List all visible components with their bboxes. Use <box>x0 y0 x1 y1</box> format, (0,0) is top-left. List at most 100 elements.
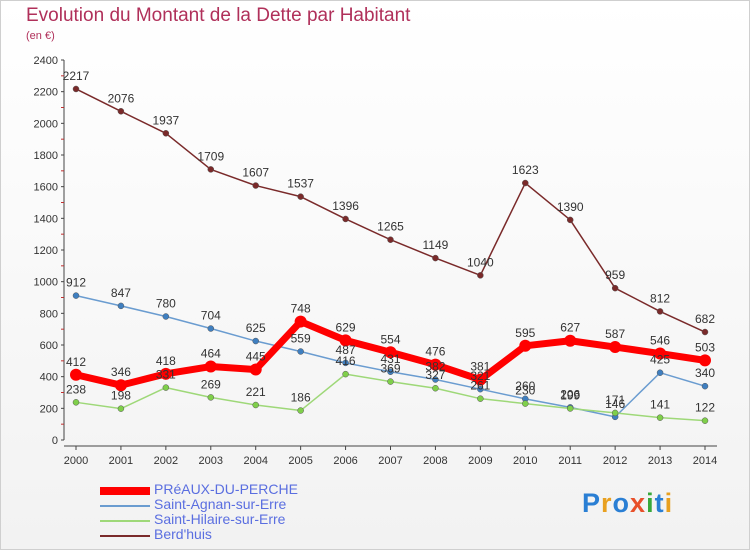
data-point <box>252 182 259 189</box>
data-label: 261 <box>470 379 490 393</box>
data-point <box>477 395 484 402</box>
data-label: 346 <box>111 365 131 379</box>
data-point <box>522 400 529 407</box>
data-point <box>611 409 619 417</box>
data-label: 382 <box>425 360 445 374</box>
data-label: 554 <box>380 332 400 346</box>
data-point <box>656 369 664 376</box>
data-label: 269 <box>201 377 221 391</box>
data-point <box>252 337 259 345</box>
line-chart: 0 200 400 600 800 1000 1200 1400 1600 1800 2000 220… <box>34 55 718 467</box>
data-point <box>162 384 170 391</box>
data-label: 418 <box>156 354 176 368</box>
y-tick-label: 1000 <box>34 277 58 289</box>
data-point <box>207 394 215 401</box>
data-label: 198 <box>111 389 131 403</box>
legend-label: Saint-Hilaire-sur-Erre <box>154 511 286 527</box>
data-label: 2076 <box>108 91 135 105</box>
data-label: 1040 <box>467 255 494 269</box>
data-label: 221 <box>246 385 266 399</box>
x-tick-label: 2004 <box>243 455 267 467</box>
data-point <box>474 373 487 386</box>
data-point <box>72 292 80 299</box>
y-tick-label: 1800 <box>34 150 58 162</box>
data-point <box>207 325 215 332</box>
chart-title: Evolution du Montant de la Dette par Hab… <box>26 5 411 26</box>
logo-letter: o <box>612 488 631 518</box>
data-label: 260 <box>515 379 535 393</box>
y-tick-label: 1200 <box>34 245 58 257</box>
data-label: 238 <box>66 382 86 396</box>
data-point <box>294 315 307 328</box>
legend-swatch <box>100 487 150 495</box>
legend-label: PRéAUX-DU-PERCHE <box>154 481 298 497</box>
data-label: 627 <box>560 321 580 335</box>
data-label: 327 <box>425 368 445 382</box>
data-point <box>432 376 439 383</box>
data-label: 959 <box>605 268 625 282</box>
data-point <box>342 359 349 367</box>
data-point <box>566 405 574 412</box>
x-tick-label: 2000 <box>64 455 88 467</box>
data-point <box>252 401 259 409</box>
x-tick-label: 2014 <box>693 455 717 467</box>
data-label: 122 <box>695 401 715 415</box>
proxiti-logo: Proxiti <box>582 488 673 519</box>
data-label: 186 <box>291 391 311 405</box>
logo-letter: t <box>654 488 665 518</box>
data-label: 629 <box>336 320 356 334</box>
data-point <box>72 399 80 406</box>
data-label: 704 <box>201 309 221 323</box>
x-tick-label: 2006 <box>333 455 357 467</box>
data-point <box>384 346 397 359</box>
data-label: 2217 <box>63 69 90 83</box>
data-point <box>654 347 667 360</box>
data-label: 445 <box>246 350 266 364</box>
x-tick-label: 2013 <box>648 455 672 467</box>
data-point <box>297 407 304 414</box>
data-point <box>701 417 709 424</box>
data-point <box>297 348 304 355</box>
data-point <box>207 166 215 173</box>
data-label: 487 <box>336 343 356 357</box>
data-label: 625 <box>246 321 266 335</box>
data-label: 503 <box>695 340 715 354</box>
data-label: 559 <box>291 331 311 345</box>
logo-letter: P <box>582 488 602 518</box>
logo-letter: i <box>664 488 674 518</box>
y-tick-label: 2000 <box>34 118 58 130</box>
data-label: 1537 <box>287 177 314 191</box>
legend-swatch <box>100 505 150 507</box>
data-label: 230 <box>515 384 535 398</box>
data-label: 587 <box>605 327 625 341</box>
data-label: 171 <box>605 393 625 407</box>
data-label: 1607 <box>242 166 269 180</box>
y-tick-label: 2400 <box>34 55 58 67</box>
x-tick-label: 2001 <box>109 455 133 467</box>
data-point <box>387 236 394 243</box>
data-label: 206 <box>560 387 580 401</box>
data-point <box>387 368 394 376</box>
data-point <box>342 370 349 378</box>
data-label: 546 <box>650 334 670 348</box>
data-point <box>566 216 574 224</box>
y-tick-label: 2200 <box>34 87 58 99</box>
data-point <box>699 354 711 367</box>
data-point <box>204 360 217 373</box>
logo-letter: r <box>601 488 613 518</box>
data-label: 331 <box>156 368 176 382</box>
legend-label: Saint-Agnan-sur-Erre <box>154 496 287 512</box>
data-point <box>564 334 577 347</box>
data-point <box>117 405 125 412</box>
data-point <box>114 379 127 392</box>
x-tick-label: 2011 <box>558 455 582 467</box>
data-label: 321 <box>470 369 490 383</box>
data-label: 682 <box>695 312 715 326</box>
data-label: 1265 <box>377 220 404 234</box>
data-label: 595 <box>515 326 535 340</box>
data-point <box>117 302 125 310</box>
y-tick-label: 1400 <box>34 213 58 225</box>
data-point <box>701 328 709 336</box>
data-point <box>477 272 484 279</box>
